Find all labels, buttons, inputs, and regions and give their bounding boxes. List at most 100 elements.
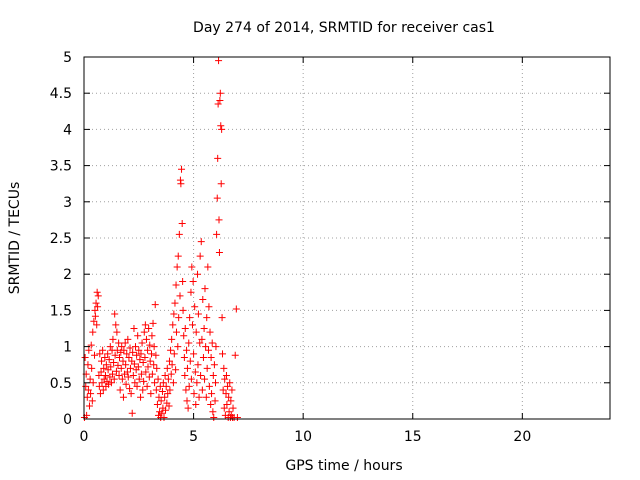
data-point bbox=[223, 401, 231, 409]
data-point bbox=[201, 375, 209, 383]
data-point bbox=[212, 379, 219, 387]
data-point bbox=[218, 314, 226, 322]
data-point bbox=[178, 165, 186, 173]
data-point bbox=[113, 328, 121, 336]
data-point bbox=[133, 382, 141, 390]
data-point bbox=[125, 353, 133, 361]
data-point bbox=[137, 350, 145, 358]
data-point bbox=[85, 402, 93, 410]
data-point bbox=[158, 409, 166, 417]
data-point bbox=[214, 154, 222, 162]
data-point bbox=[108, 370, 116, 378]
data-point bbox=[170, 310, 178, 318]
data-point bbox=[150, 361, 158, 369]
data-point bbox=[135, 375, 143, 383]
data-point bbox=[159, 379, 167, 387]
data-point bbox=[232, 305, 240, 313]
data-point bbox=[194, 270, 202, 278]
data-point bbox=[167, 370, 175, 378]
y-tick-label: 1.5 bbox=[50, 303, 72, 319]
data-point bbox=[94, 303, 102, 311]
data-point bbox=[134, 332, 142, 340]
data-point bbox=[126, 344, 134, 352]
y-tick-label: 0 bbox=[63, 412, 72, 428]
data-point bbox=[175, 230, 183, 238]
data-point bbox=[207, 353, 215, 361]
data-point bbox=[224, 382, 232, 390]
data-point bbox=[213, 230, 221, 238]
data-point bbox=[95, 372, 103, 380]
data-point bbox=[117, 364, 125, 372]
y-tick-label: 5 bbox=[63, 50, 72, 66]
data-point bbox=[126, 364, 134, 372]
data-point bbox=[150, 343, 158, 351]
data-point bbox=[89, 379, 97, 387]
data-point bbox=[178, 220, 186, 228]
data-point bbox=[206, 328, 214, 336]
data-point bbox=[154, 375, 162, 383]
data-point bbox=[151, 379, 159, 387]
data-point bbox=[189, 277, 197, 285]
data-point bbox=[213, 194, 221, 202]
data-point bbox=[112, 367, 120, 375]
data-point bbox=[233, 414, 241, 422]
data-point bbox=[167, 346, 175, 354]
data-point bbox=[181, 325, 189, 332]
data-point bbox=[110, 375, 118, 383]
data-point bbox=[183, 397, 191, 405]
data-point bbox=[130, 360, 138, 368]
data-point bbox=[140, 377, 148, 385]
axis-ticks bbox=[83, 56, 610, 420]
x-tick-label: 5 bbox=[189, 429, 198, 445]
data-point bbox=[115, 339, 123, 347]
data-point bbox=[222, 372, 230, 380]
y-tick-label: 2 bbox=[63, 267, 72, 283]
data-point bbox=[97, 368, 105, 376]
data-point bbox=[169, 379, 177, 387]
data-point bbox=[128, 409, 136, 417]
data-point bbox=[148, 332, 156, 340]
data-point bbox=[200, 325, 208, 332]
y-tick-label: 0.5 bbox=[50, 376, 72, 392]
data-point bbox=[170, 350, 178, 358]
data-point bbox=[177, 180, 185, 188]
data-points bbox=[80, 57, 241, 422]
data-point bbox=[176, 292, 184, 300]
data-point bbox=[147, 390, 155, 398]
x-tick-label: 15 bbox=[404, 429, 422, 445]
data-point bbox=[102, 361, 110, 369]
data-point bbox=[182, 386, 190, 394]
data-point bbox=[172, 281, 180, 289]
data-point bbox=[88, 364, 96, 372]
data-point bbox=[190, 390, 198, 398]
data-point bbox=[210, 414, 218, 422]
data-point bbox=[220, 404, 228, 412]
data-point bbox=[141, 321, 149, 329]
data-point bbox=[137, 393, 145, 401]
data-point bbox=[140, 328, 148, 336]
data-point bbox=[123, 368, 131, 376]
y-tick-label: 1 bbox=[63, 340, 72, 356]
data-point bbox=[168, 335, 176, 343]
data-point bbox=[99, 346, 107, 354]
data-point bbox=[144, 346, 152, 354]
data-point bbox=[98, 357, 106, 365]
data-point bbox=[87, 390, 95, 398]
data-point bbox=[197, 372, 205, 380]
data-point bbox=[197, 238, 205, 246]
data-point bbox=[172, 328, 180, 336]
data-point bbox=[194, 310, 202, 318]
data-point bbox=[204, 346, 212, 354]
data-point bbox=[220, 364, 228, 372]
data-point bbox=[105, 356, 113, 364]
data-point bbox=[129, 372, 137, 380]
data-point bbox=[203, 364, 211, 372]
data-point bbox=[175, 314, 183, 322]
data-point bbox=[173, 263, 181, 271]
data-point bbox=[114, 361, 122, 369]
data-point bbox=[96, 350, 104, 358]
data-point bbox=[120, 346, 128, 354]
data-point bbox=[222, 390, 230, 398]
data-point bbox=[198, 335, 206, 343]
data-point bbox=[158, 387, 166, 395]
